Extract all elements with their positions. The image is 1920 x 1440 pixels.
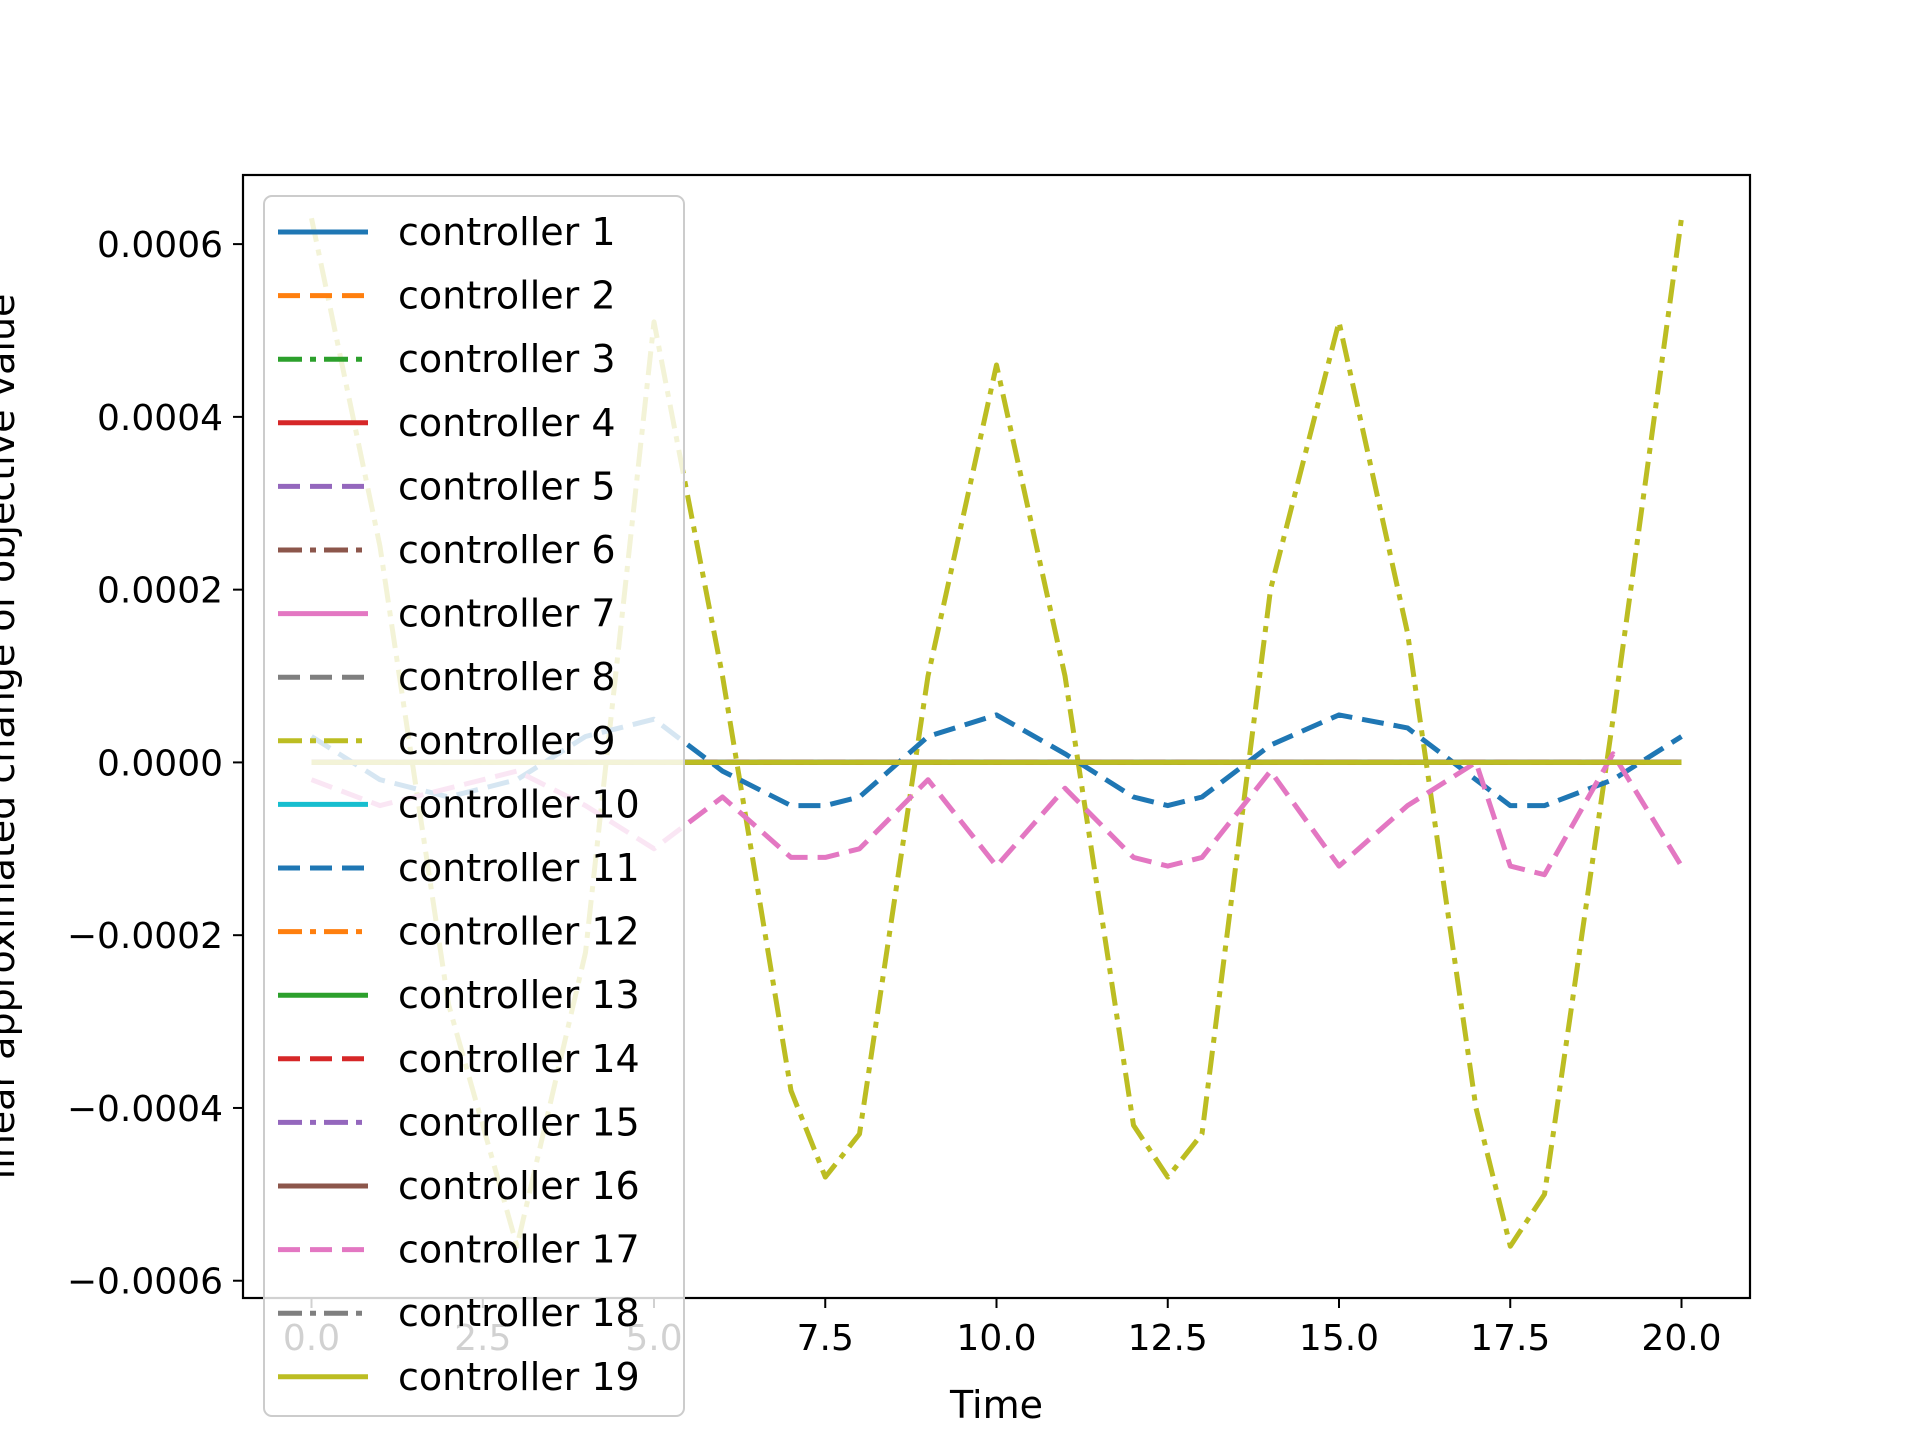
legend: controller 1 controller 2 controller 3 cont… [263, 195, 685, 1417]
y-tick-label: 0.0000 [97, 743, 223, 784]
x-tick-label: 20.0 [1641, 1318, 1721, 1359]
x-tick-label: 7.5 [797, 1318, 854, 1359]
legend-label: controller 7 [398, 592, 616, 636]
legend-label: controller 15 [398, 1100, 640, 1144]
y-tick-label: 0.0004 [97, 398, 223, 439]
legend-label: controller 14 [398, 1037, 640, 1081]
y-tick-label: 0.0002 [97, 571, 223, 612]
legend-label: controller 1 [398, 210, 616, 254]
legend-box [263, 195, 685, 1417]
x-tick-label: 15.0 [1299, 1318, 1379, 1359]
x-tick-label: 10.0 [956, 1318, 1036, 1359]
legend-label: controller 8 [398, 655, 616, 699]
legend-label: controller 5 [398, 464, 616, 508]
legend-label: controller 9 [398, 719, 616, 763]
y-tick-label: −0.0004 [67, 1089, 223, 1130]
x-axis-label: Time [949, 1383, 1043, 1427]
legend-label: controller 2 [398, 274, 616, 318]
legend-label: controller 19 [398, 1355, 640, 1399]
y-tick-label: −0.0006 [67, 1262, 223, 1303]
y-tick-label: −0.0002 [67, 916, 223, 957]
legend-label: controller 18 [398, 1291, 640, 1335]
legend-label: controller 12 [398, 910, 640, 954]
series-line-17 [310, 751, 1684, 878]
legend-label: controller 6 [398, 528, 616, 572]
x-tick-label: 17.5 [1470, 1318, 1550, 1359]
legend-label: controller 13 [398, 973, 640, 1017]
legend-label: controller 11 [398, 846, 640, 890]
legend-label: controller 4 [398, 401, 616, 445]
legend-label: controller 3 [398, 337, 616, 381]
legend-label: controller 16 [398, 1164, 640, 1208]
y-axis-label: linear approximated change of objective … [0, 294, 23, 1180]
legend-label: controller 10 [398, 782, 640, 826]
legend-label: controller 17 [398, 1228, 640, 1272]
y-axis-ticks: −0.0006 −0.0004 −0.0002 0.0000 0.0002 0.0004 0… [67, 225, 243, 1303]
y-tick-label: 0.0006 [97, 225, 223, 266]
x-tick-label: 12.5 [1128, 1318, 1208, 1359]
